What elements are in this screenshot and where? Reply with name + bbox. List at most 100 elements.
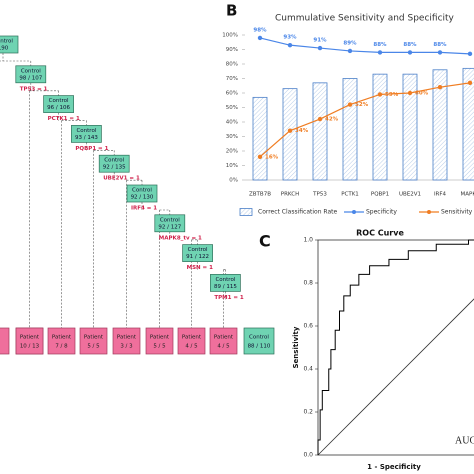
reference-line bbox=[317, 298, 474, 456]
leaf-label: Patient bbox=[150, 335, 170, 341]
node-label: Control bbox=[0, 39, 13, 45]
y-tick-label: 1.0 bbox=[303, 237, 313, 244]
control-node bbox=[43, 95, 74, 113]
value-label: 52% bbox=[355, 102, 369, 108]
point bbox=[287, 42, 293, 48]
point bbox=[377, 92, 383, 97]
point bbox=[347, 102, 353, 107]
legend-swatch bbox=[239, 208, 253, 216]
leaf-label: Patient bbox=[84, 335, 104, 341]
tree-edge bbox=[0, 53, 32, 66]
annotation: AUC bbox=[455, 435, 474, 446]
legend-label: Sensitivity bbox=[441, 209, 473, 216]
point bbox=[437, 50, 443, 55]
x-tick-label: UBE2V1 bbox=[399, 192, 421, 198]
value-label: 91% bbox=[313, 38, 327, 44]
leaf-count: 3 / 3 bbox=[120, 344, 133, 350]
leaf-box bbox=[112, 327, 141, 355]
y-tick-label: 60% bbox=[226, 91, 238, 97]
value-label: 88% bbox=[403, 42, 417, 48]
leaf-label: Patient bbox=[182, 335, 202, 341]
leaf-count: 10 / 13 bbox=[20, 344, 40, 350]
leaf-box bbox=[0, 327, 10, 355]
point bbox=[407, 50, 413, 55]
value-label: 93% bbox=[283, 35, 297, 41]
bar bbox=[282, 88, 298, 181]
bar bbox=[312, 82, 328, 181]
node-count: 190 bbox=[0, 46, 9, 52]
value-label: 60% bbox=[415, 91, 429, 97]
roc-curve bbox=[317, 239, 474, 455]
node-label: Control bbox=[188, 247, 208, 253]
y-tick-label: 90% bbox=[226, 47, 238, 53]
panel-letter: B bbox=[226, 2, 237, 20]
leaf-box bbox=[47, 327, 76, 355]
panel-letter: C bbox=[259, 232, 271, 251]
control-node bbox=[182, 244, 213, 262]
bar bbox=[372, 73, 388, 181]
point bbox=[467, 80, 473, 86]
node-label: Control bbox=[132, 188, 152, 194]
point bbox=[437, 85, 443, 90]
point bbox=[317, 116, 323, 122]
leaf-count: 5 / 5 bbox=[153, 344, 166, 350]
series-line bbox=[259, 82, 471, 158]
value-label: 59% bbox=[385, 92, 399, 98]
node-count: 92 / 135 bbox=[103, 165, 126, 171]
control-node bbox=[0, 35, 19, 54]
legend-swatch bbox=[427, 210, 431, 214]
y-tick-label: 70% bbox=[226, 76, 238, 82]
node-count: 96 / 106 bbox=[47, 105, 70, 111]
x-tick-label: IRF4 bbox=[434, 192, 447, 198]
split-label: PCTK1 = 1 bbox=[48, 116, 80, 122]
point bbox=[407, 90, 413, 96]
bar bbox=[432, 69, 448, 181]
value-label: 16% bbox=[265, 154, 279, 160]
leaf-count: 5 / 5 bbox=[87, 344, 100, 350]
y-axis-label: Sensitivity bbox=[292, 326, 300, 368]
tree-edge bbox=[169, 231, 198, 328]
node-count: 89 / 115 bbox=[214, 284, 237, 290]
node-count: 92 / 130 bbox=[131, 195, 154, 201]
x-tick-label: TP53 bbox=[312, 192, 327, 198]
chart-title: ROC Curve bbox=[356, 229, 404, 238]
point bbox=[287, 128, 293, 133]
node-label: Control bbox=[104, 158, 124, 164]
value-label: 88% bbox=[433, 42, 447, 48]
node-label: Control bbox=[76, 128, 96, 134]
x-tick-label: ZBTB7B bbox=[249, 192, 271, 198]
leaf-label: Patient bbox=[52, 335, 72, 341]
legend-label: Correct Classification Rate bbox=[258, 209, 337, 216]
legend-label: Specificity bbox=[366, 209, 397, 216]
point bbox=[347, 48, 353, 54]
node-count: 91 / 122 bbox=[186, 254, 209, 260]
value-label: 98% bbox=[253, 27, 267, 33]
x-axis-label: 1 - Specificity bbox=[367, 463, 421, 471]
leaf-count: 7 / 8 bbox=[55, 344, 68, 350]
value-label: 34% bbox=[295, 128, 309, 134]
tree-edge bbox=[113, 172, 143, 328]
bar bbox=[402, 73, 418, 181]
x-tick-label: PRKCH bbox=[281, 192, 299, 198]
control-node bbox=[154, 214, 186, 233]
leaf-count: 88 / 110 bbox=[248, 344, 271, 350]
control-node bbox=[71, 125, 102, 143]
control-node bbox=[98, 154, 130, 173]
point bbox=[257, 35, 263, 41]
leaf-box bbox=[79, 327, 108, 355]
split-label: MSN = 1 bbox=[187, 265, 213, 271]
value-label: 42% bbox=[325, 117, 339, 123]
bar bbox=[462, 67, 474, 181]
tree-edge bbox=[197, 261, 226, 328]
node-label: Control bbox=[215, 277, 235, 283]
point bbox=[257, 154, 263, 159]
point bbox=[317, 45, 323, 51]
leaf-box bbox=[145, 327, 174, 355]
split-label: MAPK8_tv = 1 bbox=[159, 235, 202, 241]
leaf-box bbox=[15, 327, 44, 355]
y-tick-label: 30% bbox=[226, 134, 238, 140]
point bbox=[377, 50, 383, 55]
bar bbox=[342, 78, 358, 181]
tree-edge bbox=[141, 202, 171, 328]
